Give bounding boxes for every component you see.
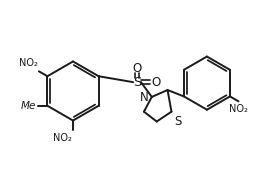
Text: O: O (132, 62, 142, 75)
Text: Me: Me (20, 101, 36, 111)
Text: NO₂: NO₂ (229, 104, 248, 114)
Text: N: N (140, 91, 149, 104)
Text: S: S (133, 76, 141, 89)
Text: S: S (175, 115, 182, 128)
Text: NO₂: NO₂ (19, 58, 38, 68)
Text: NO₂: NO₂ (53, 133, 72, 143)
Text: O: O (152, 76, 161, 89)
